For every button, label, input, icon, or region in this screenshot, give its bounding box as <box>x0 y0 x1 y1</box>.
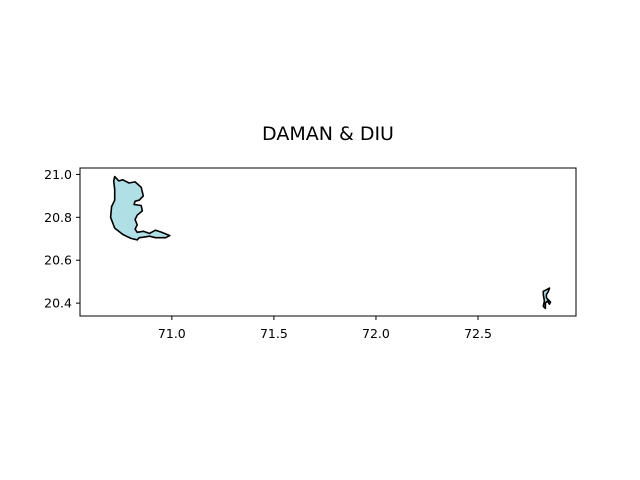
region-1 <box>542 287 552 310</box>
x-tick-label: 72.5 <box>464 326 492 341</box>
axes-frame <box>79 167 577 317</box>
y-tick-label: 20.6 <box>44 253 72 268</box>
y-tick-label: 20.4 <box>44 296 72 311</box>
region-layer <box>109 175 552 310</box>
x-axis: 71.0 71.5 72.0 72.5 <box>158 316 492 341</box>
y-tick-label: 21.0 <box>44 167 72 182</box>
x-tick-label: 72.0 <box>362 326 390 341</box>
map-title: DAMAN & DIU <box>262 123 394 145</box>
x-tick-label: 71.5 <box>260 326 288 341</box>
x-tick-label: 71.0 <box>158 326 186 341</box>
y-tick-label: 20.8 <box>44 210 72 225</box>
region-0 <box>109 175 171 241</box>
y-axis: 20.4 20.6 20.8 21.0 <box>44 167 80 311</box>
